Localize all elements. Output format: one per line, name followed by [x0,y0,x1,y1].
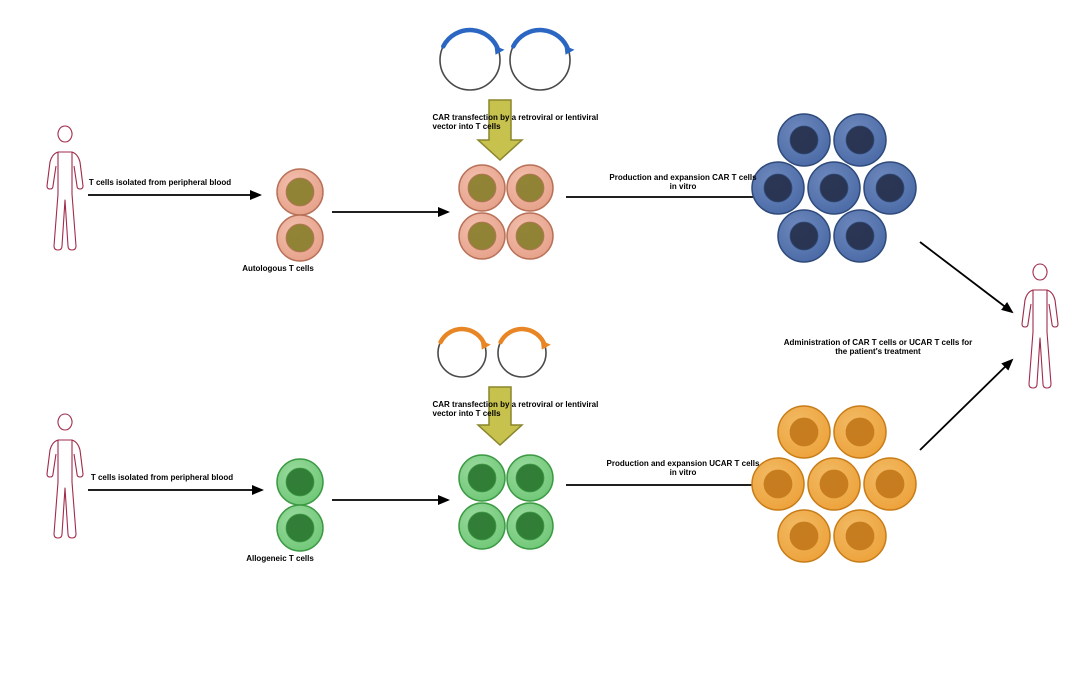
label-autologous: Autologous T cells [228,264,328,273]
plasmid-icon [510,30,575,90]
label-prod-bot: Production and expansion UCAR T cells in… [606,459,761,477]
label-transfect-bot: CAR transfection by a retroviral or lent… [433,400,608,418]
label-isolated-top: T cells isolated from peripheral blood [78,178,243,187]
plasmid-icon [498,329,551,377]
allogeneic_pair [277,459,323,551]
plasmid-icon [438,329,491,377]
car_t_blue [752,114,916,262]
label-admin: Administration of CAR T cells or UCAR T … [781,338,976,356]
label-transfect-top: CAR transfection by a retroviral or lent… [433,113,608,131]
label-isolated-bot: T cells isolated from peripheral blood [80,473,245,482]
human-body-icon [47,126,83,250]
autologous_quad [459,165,553,259]
autologous_pair [277,169,323,261]
process-arrow [920,242,1012,312]
label-allogeneic: Allogeneic T cells [230,554,330,563]
human-body-icon [1022,264,1058,388]
human-body-icon [47,414,83,538]
ucar_t_orange [752,406,916,562]
process-arrow [920,360,1012,450]
label-prod-top: Production and expansion CAR T cells in … [606,173,761,191]
allogeneic_quad [459,455,553,549]
plasmid-icon [440,30,505,90]
